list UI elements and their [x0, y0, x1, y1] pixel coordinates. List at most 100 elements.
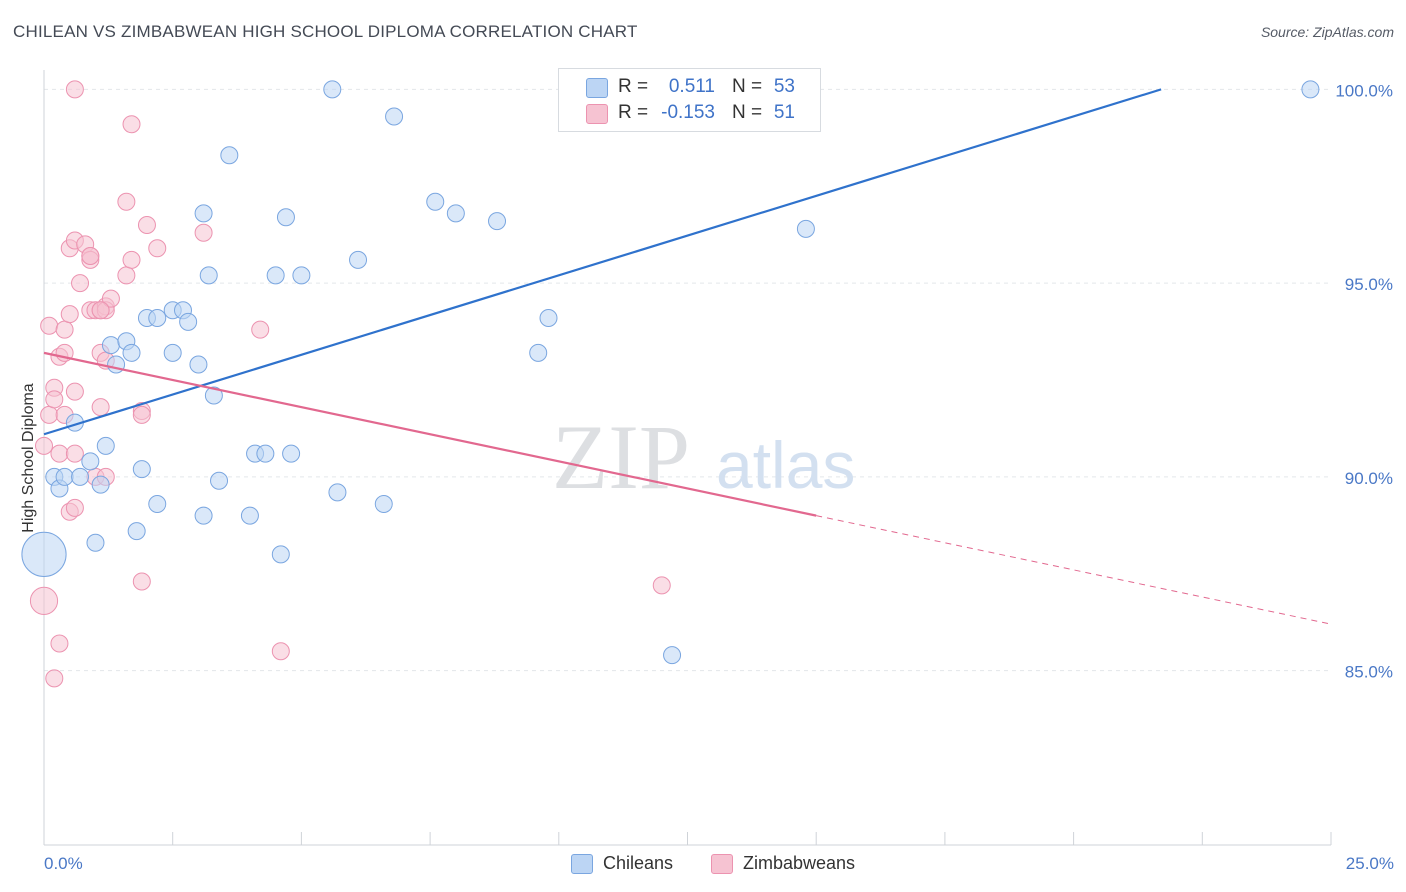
data-point [40, 405, 59, 424]
data-point [349, 250, 368, 269]
data-point [65, 382, 84, 401]
data-point [101, 289, 120, 308]
data-point [256, 444, 275, 463]
data-point [86, 533, 105, 552]
legend-n-label: N = [732, 76, 763, 97]
watermark-zip: ZIP [552, 406, 690, 508]
data-point [45, 669, 64, 688]
data-point [652, 576, 671, 595]
data-point [55, 467, 74, 486]
data-point [96, 436, 115, 455]
data-point [45, 390, 64, 409]
data-point [65, 444, 84, 463]
data-point [282, 444, 301, 463]
chart-source: Source: ZipAtlas.com [1260, 24, 1394, 40]
legend-r-label: R = [618, 76, 649, 97]
data-point [385, 107, 404, 126]
bottom-legend-swatch-pink [711, 854, 733, 874]
legend-swatch-pink [586, 104, 608, 124]
zimbabweans-trend-extension [816, 515, 1332, 625]
data-point [29, 586, 59, 615]
data-point [107, 355, 126, 374]
data-point [40, 316, 59, 335]
legend-row-chileans: R = 0.511 N = 53 [559, 74, 820, 100]
data-point [91, 475, 110, 494]
data-point [132, 460, 151, 479]
data-point [529, 343, 548, 362]
data-point [60, 305, 79, 324]
data-point [189, 355, 208, 374]
data-point [132, 572, 151, 591]
correlation-legend: R = 0.511 N = 53 R = -0.153 N = 51 [558, 68, 821, 132]
zimbabweans-trend-line [43, 351, 817, 517]
data-point [91, 301, 110, 320]
legend-r-value: -0.153 [661, 102, 715, 123]
data-point [199, 266, 218, 285]
chileans-points [21, 80, 1320, 665]
data-point [65, 498, 84, 517]
data-point [796, 219, 815, 238]
data-point [71, 467, 90, 486]
data-point [488, 212, 507, 231]
data-point [127, 522, 146, 541]
legend-n-value: 51 [773, 102, 795, 123]
data-point [426, 192, 445, 211]
bottom-legend-label: Zimbabweans [743, 853, 856, 873]
data-point [240, 506, 259, 525]
data-point [1301, 80, 1320, 99]
legend-swatch-blue [586, 78, 608, 98]
data-point [148, 495, 167, 513]
y-tick-label: 90.0% [1345, 469, 1393, 488]
x-tick-marks [172, 832, 1332, 845]
watermark: ZIP atlas [552, 406, 855, 508]
data-point [91, 398, 110, 417]
data-point [148, 309, 167, 327]
data-point [81, 247, 100, 265]
y-tick-label: 100.0% [1335, 81, 1393, 100]
data-point [266, 266, 285, 285]
data-point [71, 274, 90, 293]
data-point [122, 115, 141, 134]
data-point [251, 320, 270, 339]
data-point [220, 146, 239, 165]
zimbabweans-points [29, 80, 671, 688]
data-point [539, 309, 558, 327]
data-point [374, 495, 393, 513]
data-point [194, 506, 213, 525]
x-tick-label-min: 0.0% [44, 854, 83, 873]
data-point [271, 545, 290, 564]
data-point [446, 204, 465, 223]
data-point [35, 436, 53, 455]
y-tick-label: 95.0% [1345, 275, 1393, 294]
data-point [55, 320, 74, 339]
watermark-atlas: atlas [716, 428, 855, 502]
y-axis-label: High School Diploma [20, 383, 37, 533]
data-point [50, 444, 69, 463]
legend-row-zimbabweans: R = -0.153 N = 51 [559, 100, 820, 126]
y-tick-labels: 100.0% 95.0% 90.0% 85.0% [1335, 81, 1393, 681]
data-point [194, 223, 213, 242]
data-point [132, 405, 151, 424]
bottom-legend-swatch-blue [571, 854, 593, 874]
data-point [163, 343, 182, 362]
legend-r-value: 0.511 [668, 76, 715, 97]
data-point [148, 239, 167, 258]
data-point [117, 266, 136, 285]
data-point [276, 208, 295, 227]
trend-lines [43, 88, 1332, 625]
grid-lines [44, 88, 1331, 672]
data-point [210, 471, 229, 490]
data-point [194, 204, 213, 223]
data-point [101, 336, 120, 355]
chart-title: CHILEAN VS ZIMBABWEAN HIGH SCHOOL DIPLOM… [13, 22, 638, 41]
legend-n-value: 53 [773, 76, 795, 97]
chileans-trend-line [43, 88, 1162, 436]
data-point [271, 642, 290, 661]
data-point [204, 386, 223, 405]
data-point [122, 343, 141, 362]
data-point [65, 80, 84, 99]
legend-n-label: N = [732, 102, 763, 123]
data-point [137, 216, 156, 234]
data-point [50, 634, 69, 653]
data-point [21, 531, 67, 577]
